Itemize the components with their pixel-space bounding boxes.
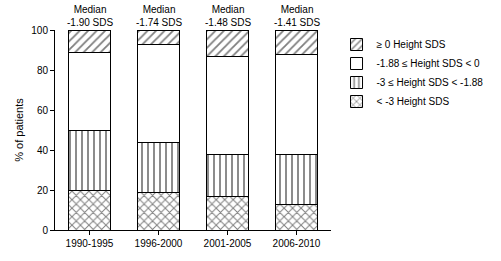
svg-text:-3 ≤ Height SDS < -1.88: -3 ≤ Height SDS < -1.88 [377, 77, 484, 88]
svg-text:80: 80 [37, 65, 49, 76]
svg-text:1990-1995: 1990-1995 [66, 238, 114, 249]
svg-text:Median-1.41 SDS: Median-1.41 SDS [274, 4, 320, 28]
svg-text:Median-1.74 SDS: Median-1.74 SDS [136, 4, 182, 28]
svg-text:-1.88 ≤ Height SDS < 0: -1.88 ≤ Height SDS < 0 [377, 58, 480, 69]
svg-text:100: 100 [31, 25, 48, 36]
svg-text:2006-2010: 2006-2010 [273, 238, 321, 249]
svg-text:≥ 0 Height SDS: ≥ 0 Height SDS [377, 39, 446, 50]
svg-text:Median-1.48 SDS: Median-1.48 SDS [205, 4, 251, 28]
svg-text:0: 0 [42, 225, 48, 236]
svg-text:< -3 Height SDS: < -3 Height SDS [377, 96, 450, 107]
svg-text:2001-2005: 2001-2005 [204, 238, 252, 249]
svg-text:1996-2000: 1996-2000 [135, 238, 183, 249]
svg-text:40: 40 [37, 145, 49, 156]
svg-text:60: 60 [37, 105, 49, 116]
svg-text:Median-1.90 SDS: Median-1.90 SDS [67, 4, 113, 28]
svg-text:20: 20 [37, 185, 49, 196]
svg-text:% of patients: % of patients [13, 98, 25, 162]
